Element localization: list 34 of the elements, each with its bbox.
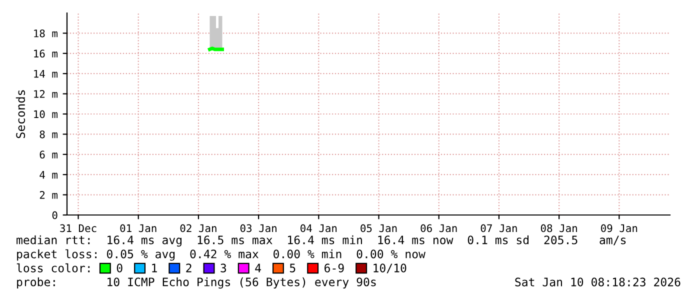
legend-label: 10/10: [374, 264, 406, 274]
y-tick-label: 4 m: [40, 170, 58, 179]
y-tick-label: 16 m: [34, 50, 58, 58]
y-tick-label: 2 m: [40, 191, 58, 199]
text: loss color:: [16, 263, 90, 272]
x-tick-label: 04 Jan: [300, 224, 337, 232]
y-tick-label: 18 m: [34, 29, 58, 38]
x-tick-label: 05 Jan: [360, 224, 397, 232]
x-tick-label: 01 Jan: [120, 224, 156, 232]
x-tick-label: 09 Jan: [601, 224, 638, 232]
legend-label: 0: [116, 264, 122, 272]
legend-label: 5: [290, 264, 296, 272]
y-axis-title: Seconds: [16, 90, 26, 138]
x-tick-label: 07 Jan: [480, 224, 517, 232]
y-tick-label: 12 m: [34, 90, 58, 98]
text: Sat Jan 10 08:18:23 2026: [515, 278, 680, 286]
legend-label: 1: [152, 264, 157, 272]
x-tick-label: 06 Jan: [420, 224, 457, 232]
x-tick-label: 03 Jan: [240, 224, 276, 232]
y-tick-label: 6 m: [40, 150, 58, 159]
legend-label: 4: [255, 264, 261, 272]
text: probe: 10 ICMP Echo Pings (56 Bytes) every 90s: [17, 277, 376, 289]
text: packet loss: 0.05 % avg 0.42 % max 0.00 % min 0.00 % now: [17, 249, 426, 261]
y-tick-label: 10 m: [34, 110, 58, 118]
x-tick-label: 08 Jan: [540, 224, 577, 232]
y-tick-label: 14 m: [34, 70, 58, 78]
legend-label: 6-9: [324, 264, 344, 272]
legend-label: 2: [186, 264, 192, 272]
x-tick-label: 31 Dec: [60, 224, 96, 232]
y-tick-label: 0: [52, 211, 58, 220]
text: median rtt: 16.4 ms avg 16.5 ms max 16.4 ms min 16.4 ms now 0.1 ms sd 205.5 am/s: [16, 235, 626, 247]
y-tick-label: 8 m: [40, 130, 58, 138]
x-tick-label: 02 Jan: [180, 224, 216, 232]
legend-label: 3: [220, 264, 226, 272]
